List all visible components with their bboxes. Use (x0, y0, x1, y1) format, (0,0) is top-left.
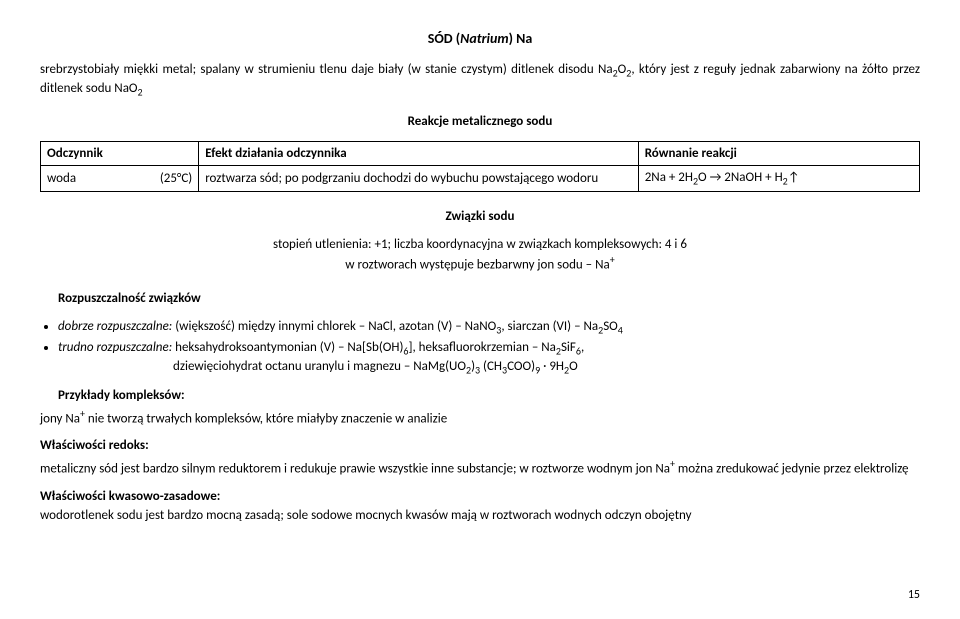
eq-arrow: ↑ (788, 170, 800, 185)
list-item: dobrze rozpuszczalne: (większość) między… (58, 318, 920, 337)
dobrze-c: SO (603, 319, 618, 334)
complex-heading: Przykłady kompleksów: (58, 387, 920, 405)
redox-heading: Właściwości redoks: (40, 437, 920, 455)
oxidation-info: stopień utlenienia: +1; liczba koordynac… (40, 236, 920, 274)
solubility-heading: Rozpuszczalność związków (40, 290, 920, 308)
th-rownanie: Równanie reakcji (638, 141, 919, 166)
ox-line1: stopień utlenienia: +1; liczba koordynac… (40, 236, 920, 254)
th-efekt: Efekt działania odczynnika (199, 141, 639, 166)
ox-line2: w roztworach występuje bezbarwny jon sod… (40, 253, 920, 274)
trudno2-f: O (569, 359, 578, 374)
ox-line2-pre: w roztworach występuje bezbarwny jon sod… (345, 258, 609, 273)
trudno2-e: · 9H (540, 359, 564, 374)
table-header-row: Odczynnik Efekt działania odczynnika Rów… (41, 141, 920, 166)
title-plain: SÓD ( (428, 30, 460, 47)
cell-odczynnik-a: woda (47, 170, 76, 188)
cell-rownanie: 2Na + 2H2O → 2NaOH + H2↑ (638, 166, 919, 192)
dobrze-a: (większość) między innymi chlorek – NaCl… (172, 319, 496, 334)
redox-b: można zredukować jedynie przez elektroli… (675, 461, 909, 476)
solubility-list: dobrze rozpuszczalne: (większość) między… (58, 318, 920, 377)
trudno-c: SiF (561, 340, 576, 355)
trudno-a: heksahydroksoantymonian (V) – Na[Sb(OH) (172, 340, 403, 355)
redox-a: metaliczny sód jest bardzo silnym redukt… (40, 461, 670, 476)
intro-paragraph: srebrzystobiały miękki metal; spalany w … (40, 61, 920, 99)
cell-odczynnik: woda (25°C) (41, 166, 199, 192)
trudno-b: ], heksafluorokrzemian – Na (408, 340, 555, 355)
th-odczynnik: Odczynnik (41, 141, 199, 166)
kompl-a: jony Na (40, 411, 80, 426)
intro-mid: O (618, 62, 627, 77)
table-row: woda (25°C) roztwarza sód; po podgrzaniu… (41, 166, 920, 192)
reactions-heading: Reakcje metalicznego sodu (40, 113, 920, 131)
title-tail: ) Na (509, 30, 533, 47)
eq-pre: 2Na + 2H (645, 170, 693, 185)
sup-plus: + (610, 253, 615, 266)
trudno-label: trudno rozpuszczalne: (58, 340, 172, 355)
trudno2-d: COO) (507, 359, 535, 374)
trudno2-a: dziewięciohydrat octanu uranylu i magnez… (173, 359, 466, 374)
trudno-d: , (581, 340, 584, 355)
cell-efekt: roztwarza sód; po podgrzaniu dochodzi do… (199, 166, 639, 192)
complex-text: jony Na+ nie tworzą trwałych kompleksów,… (40, 407, 920, 428)
bonds-heading: Związki sodu (40, 208, 920, 226)
reactions-table: Odczynnik Efekt działania odczynnika Rów… (40, 141, 920, 193)
redox-text: metaliczny sód jest bardzo silnym redukt… (40, 457, 920, 478)
list-item: trudno rozpuszczalne: heksahydroksoantym… (58, 339, 920, 377)
title-italic: Natrium (460, 30, 508, 47)
dobrze-b: , siarczan (VI) – Na (501, 319, 598, 334)
kompl-b: nie tworzą trwałych kompleksów, które mi… (85, 411, 447, 426)
page-title: SÓD (Natrium) Na (40, 30, 920, 49)
cell-odczynnik-b: (25°C) (160, 170, 192, 188)
sub-2c: 2 (138, 86, 143, 99)
trudno2-c: (CH (480, 359, 502, 374)
eq-mid: O → 2NaOH + H (698, 170, 783, 185)
sub-4: 4 (618, 323, 623, 336)
acidbase-text: wodorotlenek sodu jest bardzo mocną zasa… (40, 507, 920, 525)
intro-pre: srebrzystobiały miękki metal; spalany w … (40, 62, 613, 77)
acidbase-heading: Właściwości kwasowo-zasadowe: (40, 488, 920, 506)
dobrze-label: dobrze rozpuszczalne: (58, 319, 172, 334)
page-number: 15 (908, 587, 920, 603)
